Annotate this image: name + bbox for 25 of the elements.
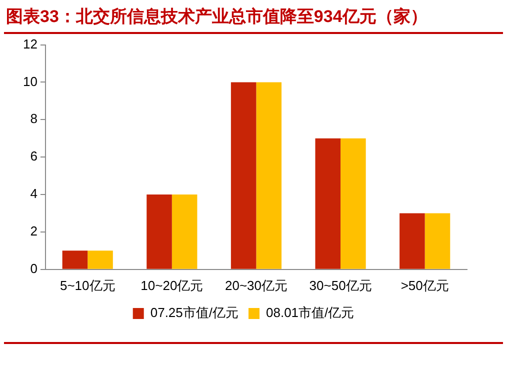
x-tick-label: 30~50亿元 [309,278,372,293]
bar [62,250,88,269]
bar [315,138,341,269]
legend-label: 07.25市值/亿元 [150,305,239,320]
bar [172,194,198,269]
chart-title: 图表33：北交所信息技术产业总市值降至934亿元（家） [5,6,428,28]
bar [424,213,450,269]
x-tick-label: 20~30亿元 [224,278,288,293]
bar [88,250,113,269]
y-tick-label: 10 [22,74,38,89]
x-tick-label: 5~10亿元 [60,278,116,293]
bar [340,138,366,269]
bar [400,213,425,269]
bar [230,82,256,269]
y-tick-label: 2 [30,224,38,239]
y-tick-label: 0 [30,260,38,276]
y-tick-label: 6 [30,148,38,164]
bar [256,82,282,269]
y-tick-label: 4 [30,186,38,202]
bar [146,194,172,269]
legend-label: 08.01市值/亿元 [266,305,354,320]
y-tick-label: 12 [22,36,38,52]
y-tick-label: 8 [30,111,38,126]
x-tick-label: >50亿元 [400,278,449,293]
x-tick-label: 10~20亿元 [140,278,204,293]
